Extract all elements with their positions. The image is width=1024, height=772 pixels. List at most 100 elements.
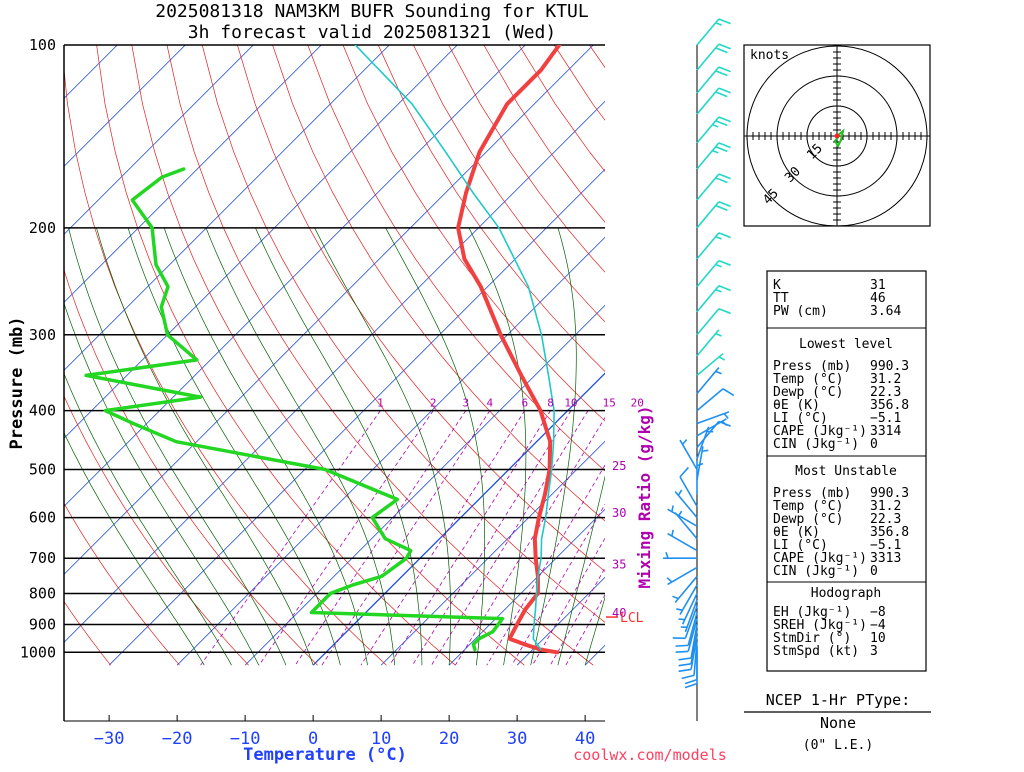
dry-adiabat-line [97,45,456,665]
wind-barb [697,88,731,114]
moist-adiabat-line [315,228,451,665]
wind-barb-flag [719,233,731,238]
wind-barb-flag [723,389,734,396]
wind-barb-half-flag [712,125,718,127]
wind-barb-half-flag [672,596,678,598]
moist-adiabat-line [255,228,422,665]
wind-barb-shaft [697,286,719,312]
wind-barb-half-flag [683,440,687,445]
wind-barb-flag [719,174,731,179]
wind-barb [663,552,697,558]
mixing-ratio-label: 6 [521,397,528,410]
wind-barb-half-flag [716,371,722,373]
wind-barb-flag [716,147,728,152]
wind-barb-half-flag [716,264,722,266]
wind-barb [697,143,731,169]
wind-barb-shaft [697,117,719,143]
wind-barb-half-flag [716,23,722,25]
lcl-label: LCL [620,611,644,626]
temperature-tick-label: 20 [439,729,459,749]
wind-barb-flag [716,121,728,126]
wind-barb-flag [679,669,692,671]
wind-barb-half-flag [678,619,684,620]
moist-adiabat-line [206,228,395,665]
moist-adiabat-line [469,228,526,665]
wind-barb-shaft [697,67,719,93]
mixing-ratio-line [533,411,678,666]
dry-adiabat-line [167,45,593,665]
mixing-ratio-label: 15 [603,397,616,410]
site-credit: coolwx.com/models [573,746,727,764]
storm-motion-marker [835,134,840,139]
hodograph: knots 15 30 45 [744,45,930,226]
pressure-tick-label: 700 [29,549,56,567]
wind-barb [668,506,697,527]
mixing-ratio-line [390,411,551,666]
wind-barb-shaft [697,143,719,169]
dewpoint-profile-line [86,169,502,650]
dry-adiabat-line [0,45,249,665]
index-label: CIN (Jkg⁻¹) [773,564,859,579]
theta-e-label: 30 [612,506,626,520]
wind-barb-shaft [675,513,697,539]
wind-barb-half-flag [716,334,722,336]
wind-barb-half-flag [719,357,724,360]
ptype-liquid-equivalent: (0" L.E.) [803,738,873,753]
wind-barb-shaft [697,389,723,411]
theta-e-label: 25 [612,459,626,473]
index-value: 3.64 [870,304,901,319]
mixing-ratio-label: 8 [547,397,554,410]
wind-barb [697,67,731,93]
wind-barb-flag [716,48,728,53]
wind-barb-flag [719,67,731,72]
mixing-ratio-line [550,411,693,666]
wind-barb [697,389,734,411]
wind-barb-flag [716,178,728,183]
wind-barb-flag [685,680,697,684]
wind-barb [697,174,731,200]
wind-barb [697,330,722,356]
dry-adiabat-line [449,45,1024,665]
theta-e-label: 35 [612,558,626,572]
wind-barb-shaft [697,309,719,335]
temperature-tick-label: −20 [162,729,193,749]
dry-adiabat-line [977,45,1024,665]
temperature-tick-label: 30 [507,729,527,749]
mixing-ratio-label: 2 [430,397,437,410]
isotherm-line [41,45,661,665]
index-value: 3 [870,644,878,659]
wind-barb-half-flag [667,578,672,582]
mixing-ratio-label: 3 [463,397,470,410]
wind-barb-half-flag [666,552,668,558]
x-axis-label: Temperature (°C) [243,745,407,765]
wind-barb [697,19,731,45]
lowest-level-title: Lowest level [799,337,893,352]
index-label: StmSpd (kt) [773,644,859,659]
index-label: PW (cm) [773,304,828,319]
mixing-ratio-line [322,411,490,666]
temperature-tick-label: −30 [94,729,125,749]
wind-barb-shaft [697,261,719,287]
wind-barb [697,412,729,424]
wind-barb-flag [719,261,731,266]
wind-barb [697,117,731,143]
wind-barb-half-flag [716,237,722,239]
wind-barb-shaft [697,202,719,228]
wind-barb-flag [685,684,697,688]
mixing-ratio-axis-label: Mixing Ratio (g/kg) [635,405,654,588]
mixing-ratio-line [412,411,570,666]
wind-barb-shaft [680,440,697,469]
wind-barb-flag [676,645,689,646]
wind-barb [697,354,725,376]
wind-barb [680,440,697,470]
wind-barb-shaft [697,368,719,394]
wind-barb-flag [679,664,692,666]
wind-barb-flag [719,117,731,122]
wind-barb [697,44,731,70]
mixing-ratio-line [455,411,609,666]
wind-barb-flag [716,206,728,211]
wind-barb-shaft [697,330,719,356]
